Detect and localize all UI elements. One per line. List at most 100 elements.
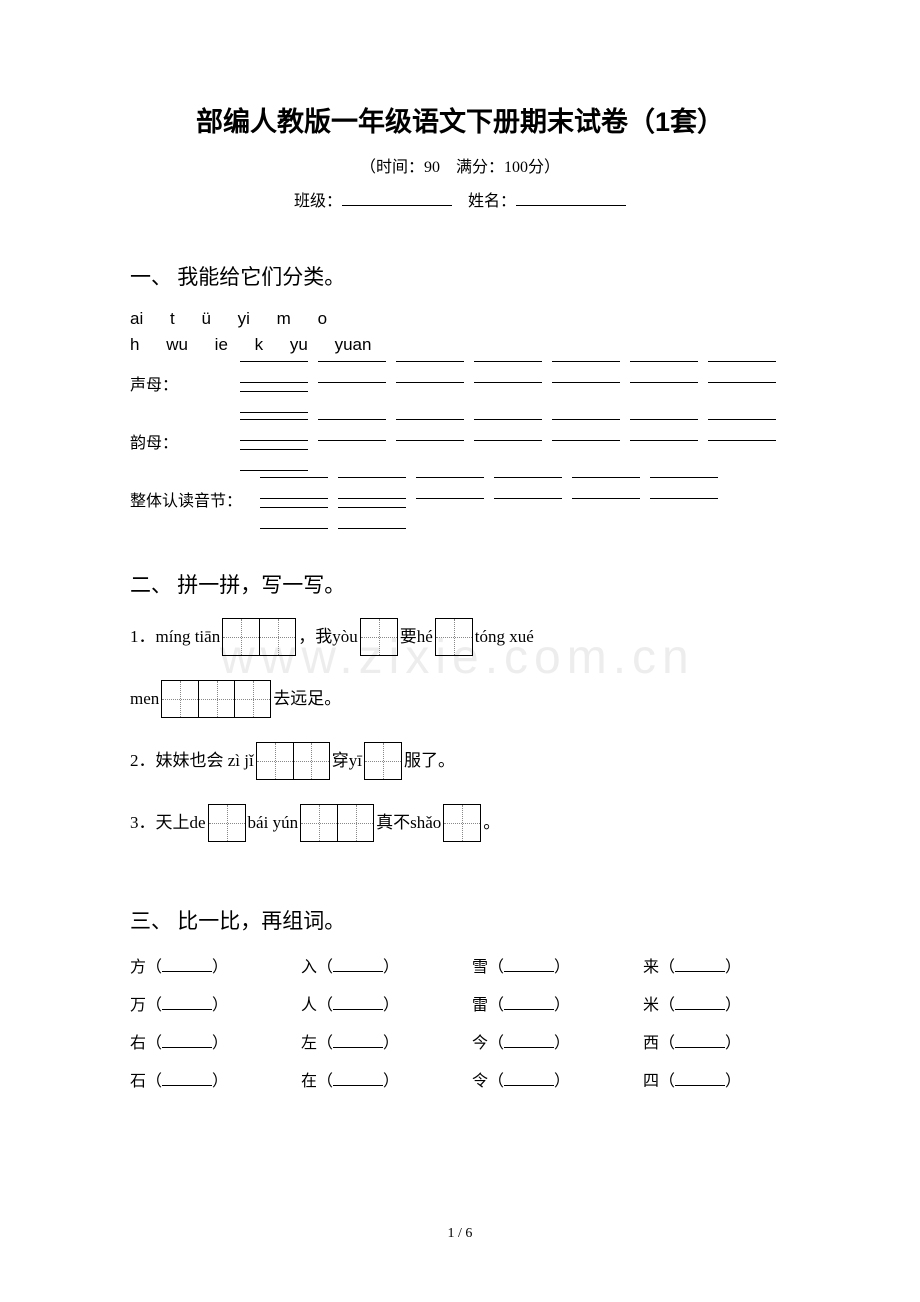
- zuci-item: 雷（）: [472, 991, 619, 1015]
- blank: [396, 419, 464, 441]
- text: 服了。: [404, 741, 455, 781]
- blank: [474, 419, 542, 441]
- blank: [675, 994, 725, 1010]
- zuci-item: 米（）: [643, 991, 790, 1015]
- section1-heading: 一、 我能给它们分类。: [130, 261, 790, 291]
- tianzige: [443, 804, 481, 842]
- zuci-item: 入（）: [301, 953, 448, 977]
- name-blank: [516, 190, 626, 206]
- blank: [338, 477, 406, 499]
- zuci-item: 四（）: [643, 1067, 790, 1091]
- text: 2．妹妹也会 zì jǐ: [130, 741, 254, 781]
- pinyin: ai: [130, 309, 143, 328]
- char: 入: [301, 953, 317, 977]
- blank: [708, 419, 776, 441]
- blank: [162, 1032, 212, 1048]
- zuci-item: 方（）: [130, 953, 277, 977]
- pinyin: ü: [201, 309, 210, 328]
- blank: [333, 956, 383, 972]
- blank: [630, 361, 698, 383]
- blank: [318, 419, 386, 441]
- char: 右: [130, 1029, 146, 1053]
- page-subtitle: （时间：90 满分：100分）: [130, 153, 790, 177]
- zuci-item: 来（）: [643, 953, 790, 977]
- class-label: 班级：: [294, 193, 342, 210]
- text: 穿yī: [332, 741, 362, 781]
- text: 。: [483, 803, 500, 843]
- zuci-item: 万（）: [130, 991, 277, 1015]
- name-label: 姓名：: [468, 193, 516, 210]
- blank: [630, 419, 698, 441]
- section1-row2: h wu ie k yu yuan: [130, 335, 790, 355]
- cat-blanks: [260, 477, 790, 529]
- tianzige: [360, 618, 398, 656]
- blank: [504, 1070, 554, 1086]
- blank: [504, 994, 554, 1010]
- blank: [260, 507, 328, 529]
- text: 去远足。: [273, 679, 341, 719]
- cat-label: 整体认读音节：: [130, 477, 260, 511]
- zuci-item: 左（）: [301, 1029, 448, 1053]
- zuci-item: 石（）: [130, 1067, 277, 1091]
- tianzige: [161, 680, 271, 718]
- tianzige: [300, 804, 374, 842]
- text: men: [130, 679, 159, 719]
- page-number: 1 / 6: [0, 1226, 920, 1242]
- char: 来: [643, 953, 659, 977]
- char: 雪: [472, 953, 488, 977]
- zuci-item: 西（）: [643, 1029, 790, 1053]
- pinyin: ie: [215, 335, 228, 354]
- cat-zhengti: 整体认读音节：: [130, 477, 790, 529]
- tianzige: [364, 742, 402, 780]
- zuci-item: 在（）: [301, 1067, 448, 1091]
- text: 3．天上de: [130, 803, 206, 843]
- blank: [504, 956, 554, 972]
- text: ，我yòu: [298, 617, 358, 657]
- char: 西: [643, 1029, 659, 1053]
- cat-shengmu: 声母：: [130, 361, 790, 413]
- cat-label: 声母：: [130, 361, 240, 395]
- q2: 2．妹妹也会 zì jǐ 穿yī 服了。: [130, 741, 790, 781]
- blank: [162, 1070, 212, 1086]
- class-blank: [342, 190, 452, 206]
- cat-blanks: [240, 419, 790, 471]
- char: 雷: [472, 991, 488, 1015]
- char: 四: [643, 1067, 659, 1091]
- zuci-item: 令（）: [472, 1067, 619, 1091]
- q3: 3．天上de bái yún 真不shǎo 。: [130, 803, 790, 843]
- char: 万: [130, 991, 146, 1015]
- pinyin: yi: [238, 309, 250, 328]
- blank: [416, 477, 484, 499]
- name-line: 班级： 姓名：: [130, 187, 790, 211]
- char: 在: [301, 1067, 317, 1091]
- blank: [260, 477, 328, 499]
- char: 令: [472, 1067, 488, 1091]
- pinyin: k: [255, 335, 264, 354]
- blank: [675, 1032, 725, 1048]
- blank: [396, 361, 464, 383]
- text: bái yún: [248, 803, 299, 843]
- blank: [650, 477, 718, 499]
- blank: [552, 361, 620, 383]
- pinyin: m: [277, 309, 291, 328]
- tianzige: [208, 804, 246, 842]
- char: 米: [643, 991, 659, 1015]
- q1b: men 去远足。: [130, 679, 790, 719]
- text: 真不shǎo: [376, 803, 441, 843]
- blank: [240, 391, 308, 413]
- q1: 1．míng tiān ，我yòu 要hé tóng xué: [130, 617, 790, 657]
- blank: [162, 956, 212, 972]
- zuci-item: 人（）: [301, 991, 448, 1015]
- blank: [708, 361, 776, 383]
- blank: [162, 994, 212, 1010]
- section2-heading: 二、 拼一拼，写一写。: [130, 569, 790, 599]
- text: 要hé: [400, 617, 433, 657]
- char: 石: [130, 1067, 146, 1091]
- char: 方: [130, 953, 146, 977]
- cat-label: 韵母：: [130, 419, 240, 453]
- blank: [675, 1070, 725, 1086]
- zuci-item: 雪（）: [472, 953, 619, 977]
- tianzige: [222, 618, 296, 656]
- blank: [318, 361, 386, 383]
- blank: [552, 419, 620, 441]
